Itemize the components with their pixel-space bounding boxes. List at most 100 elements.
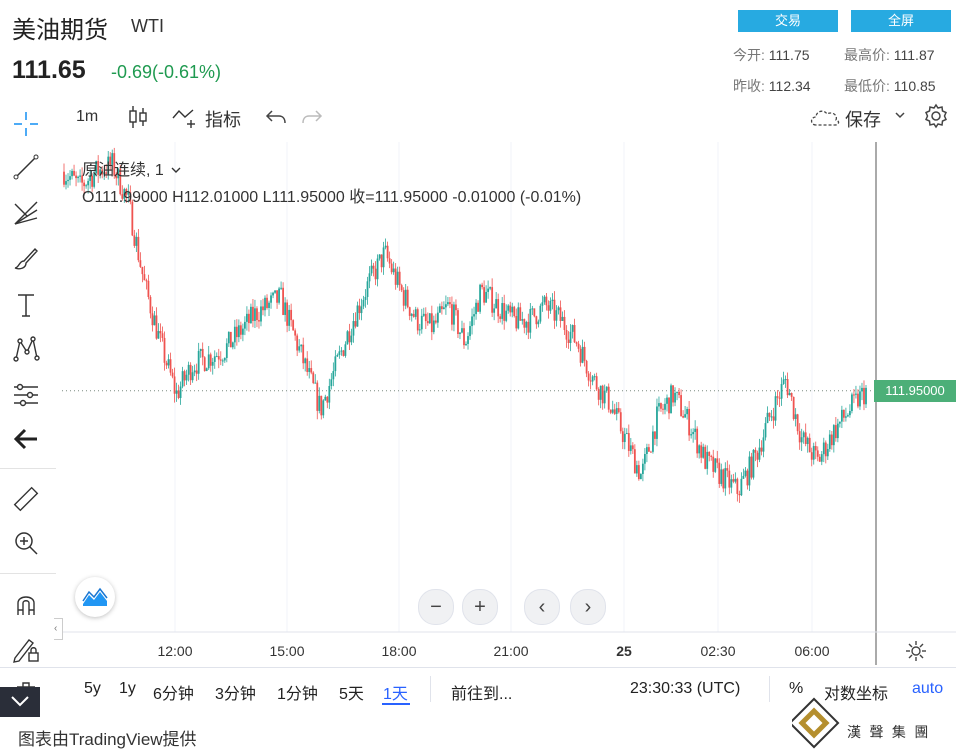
scroll-right-button[interactable]: › xyxy=(570,589,606,625)
magnet-icon[interactable] xyxy=(8,589,44,621)
scale-settings-icon[interactable] xyxy=(905,640,927,667)
fib-fan-icon[interactable] xyxy=(8,197,44,229)
candle-body xyxy=(732,479,735,482)
candle-body xyxy=(654,431,656,439)
candle-body xyxy=(193,370,196,373)
candle-body xyxy=(543,296,546,303)
candle-style-icon[interactable] xyxy=(127,104,149,135)
candle-body xyxy=(796,414,799,432)
candle-body xyxy=(436,312,439,323)
candle-body xyxy=(529,308,532,333)
zoom-out-button[interactable]: − xyxy=(418,589,454,625)
x-tick-label: 18:00 xyxy=(381,643,416,659)
candle-body xyxy=(670,385,672,414)
candle-body xyxy=(408,307,411,316)
candle-body xyxy=(286,302,289,326)
trendline-icon[interactable] xyxy=(8,151,44,183)
instrument-name: 美油期货 xyxy=(12,17,108,44)
range-1min[interactable]: 1分钟 xyxy=(277,686,318,703)
trade-button[interactable]: 交易 xyxy=(738,10,838,32)
candle-body xyxy=(312,372,315,384)
tradingview-logo-button[interactable] xyxy=(75,577,115,617)
side-panel-toggle[interactable]: ‹ xyxy=(54,618,63,640)
footer-credit[interactable]: 图表由TradingView提供 xyxy=(18,730,197,749)
collapse-panel-button[interactable] xyxy=(0,687,40,717)
zoom-in-button[interactable]: + xyxy=(462,589,498,625)
candle-body xyxy=(493,308,496,313)
range-1d[interactable]: 1天 xyxy=(383,686,408,703)
candle-body xyxy=(513,306,516,317)
candle-body xyxy=(300,344,303,347)
candle-body xyxy=(650,451,652,453)
candle-body xyxy=(828,434,831,449)
back-arrow-icon[interactable] xyxy=(8,423,44,455)
crosshair-icon[interactable] xyxy=(12,110,40,143)
candle-body xyxy=(284,302,287,315)
cloud-icon[interactable] xyxy=(808,105,842,134)
lock-draw-icon[interactable] xyxy=(8,633,44,665)
candle-body xyxy=(292,320,295,331)
range-5y[interactable]: 5y xyxy=(84,680,101,697)
percent-scale-button[interactable]: % xyxy=(789,680,804,697)
undo-icon[interactable] xyxy=(264,106,288,133)
legend-title[interactable]: 原油连续, 1 xyxy=(82,156,182,180)
candle-body xyxy=(471,316,473,327)
candle-body xyxy=(113,153,116,176)
candle-body xyxy=(111,153,114,165)
save-button[interactable]: 保存 xyxy=(845,110,881,130)
candle-body xyxy=(768,412,771,417)
candle-body xyxy=(175,390,178,394)
candle-body xyxy=(851,394,853,412)
scroll-left-button[interactable]: ‹ xyxy=(524,589,560,625)
brush-icon[interactable] xyxy=(8,243,44,275)
candle-body xyxy=(73,170,75,176)
candle-body xyxy=(457,310,459,335)
interval-button[interactable]: 1m xyxy=(76,108,99,125)
settings-gear-icon[interactable] xyxy=(923,103,949,134)
candle-body xyxy=(453,304,455,325)
candle-body xyxy=(181,371,184,387)
legend-symbol: 原油连续, 1 xyxy=(82,162,164,179)
indicators-button[interactable]: 指标 xyxy=(205,110,241,130)
clock-timezone[interactable]: 23:30:33 (UTC) xyxy=(630,680,741,697)
auto-scale-button[interactable]: auto xyxy=(912,680,944,697)
candle-body xyxy=(774,396,777,421)
candle-body xyxy=(131,201,134,236)
goto-date-button[interactable]: 前往到... xyxy=(451,686,513,703)
candle-body xyxy=(605,386,608,391)
candle-body xyxy=(595,376,598,390)
candle-body xyxy=(820,454,823,462)
ruler-icon[interactable] xyxy=(8,483,44,515)
candle-body xyxy=(565,329,568,340)
candle-body xyxy=(676,391,678,393)
range-6min[interactable]: 6分钟 xyxy=(153,686,194,703)
last-price-tag: 111.95000 xyxy=(874,379,956,402)
range-5d[interactable]: 5天 xyxy=(339,686,364,703)
candle-body xyxy=(656,406,658,439)
log-scale-button[interactable]: 对数坐标 xyxy=(824,686,889,703)
prediction-icon[interactable] xyxy=(8,378,44,410)
fullscreen-button[interactable]: 全屏 xyxy=(851,10,951,32)
legend-chevron-icon xyxy=(171,167,181,173)
candle-body xyxy=(585,360,588,374)
candle-body xyxy=(503,303,506,321)
candle-body xyxy=(708,451,711,456)
candle-body xyxy=(720,469,723,484)
candle-body xyxy=(752,449,755,478)
pattern-icon[interactable] xyxy=(8,333,44,365)
candle-body xyxy=(386,245,389,259)
candle-body xyxy=(266,297,268,308)
x-tick-label: 12:00 xyxy=(157,643,192,659)
candle-body xyxy=(573,325,576,343)
text-tool-icon[interactable] xyxy=(8,289,44,321)
candle-body xyxy=(716,458,719,463)
zoom-in-icon[interactable] xyxy=(8,527,44,559)
chevron-down-icon[interactable] xyxy=(893,108,907,127)
stat-high-value: 111.87 xyxy=(893,47,935,63)
candle-body xyxy=(712,456,715,472)
redo-icon[interactable] xyxy=(300,106,324,133)
range-3min[interactable]: 3分钟 xyxy=(215,686,256,703)
range-1y[interactable]: 1y xyxy=(119,680,136,697)
indicators-icon[interactable] xyxy=(171,104,201,135)
